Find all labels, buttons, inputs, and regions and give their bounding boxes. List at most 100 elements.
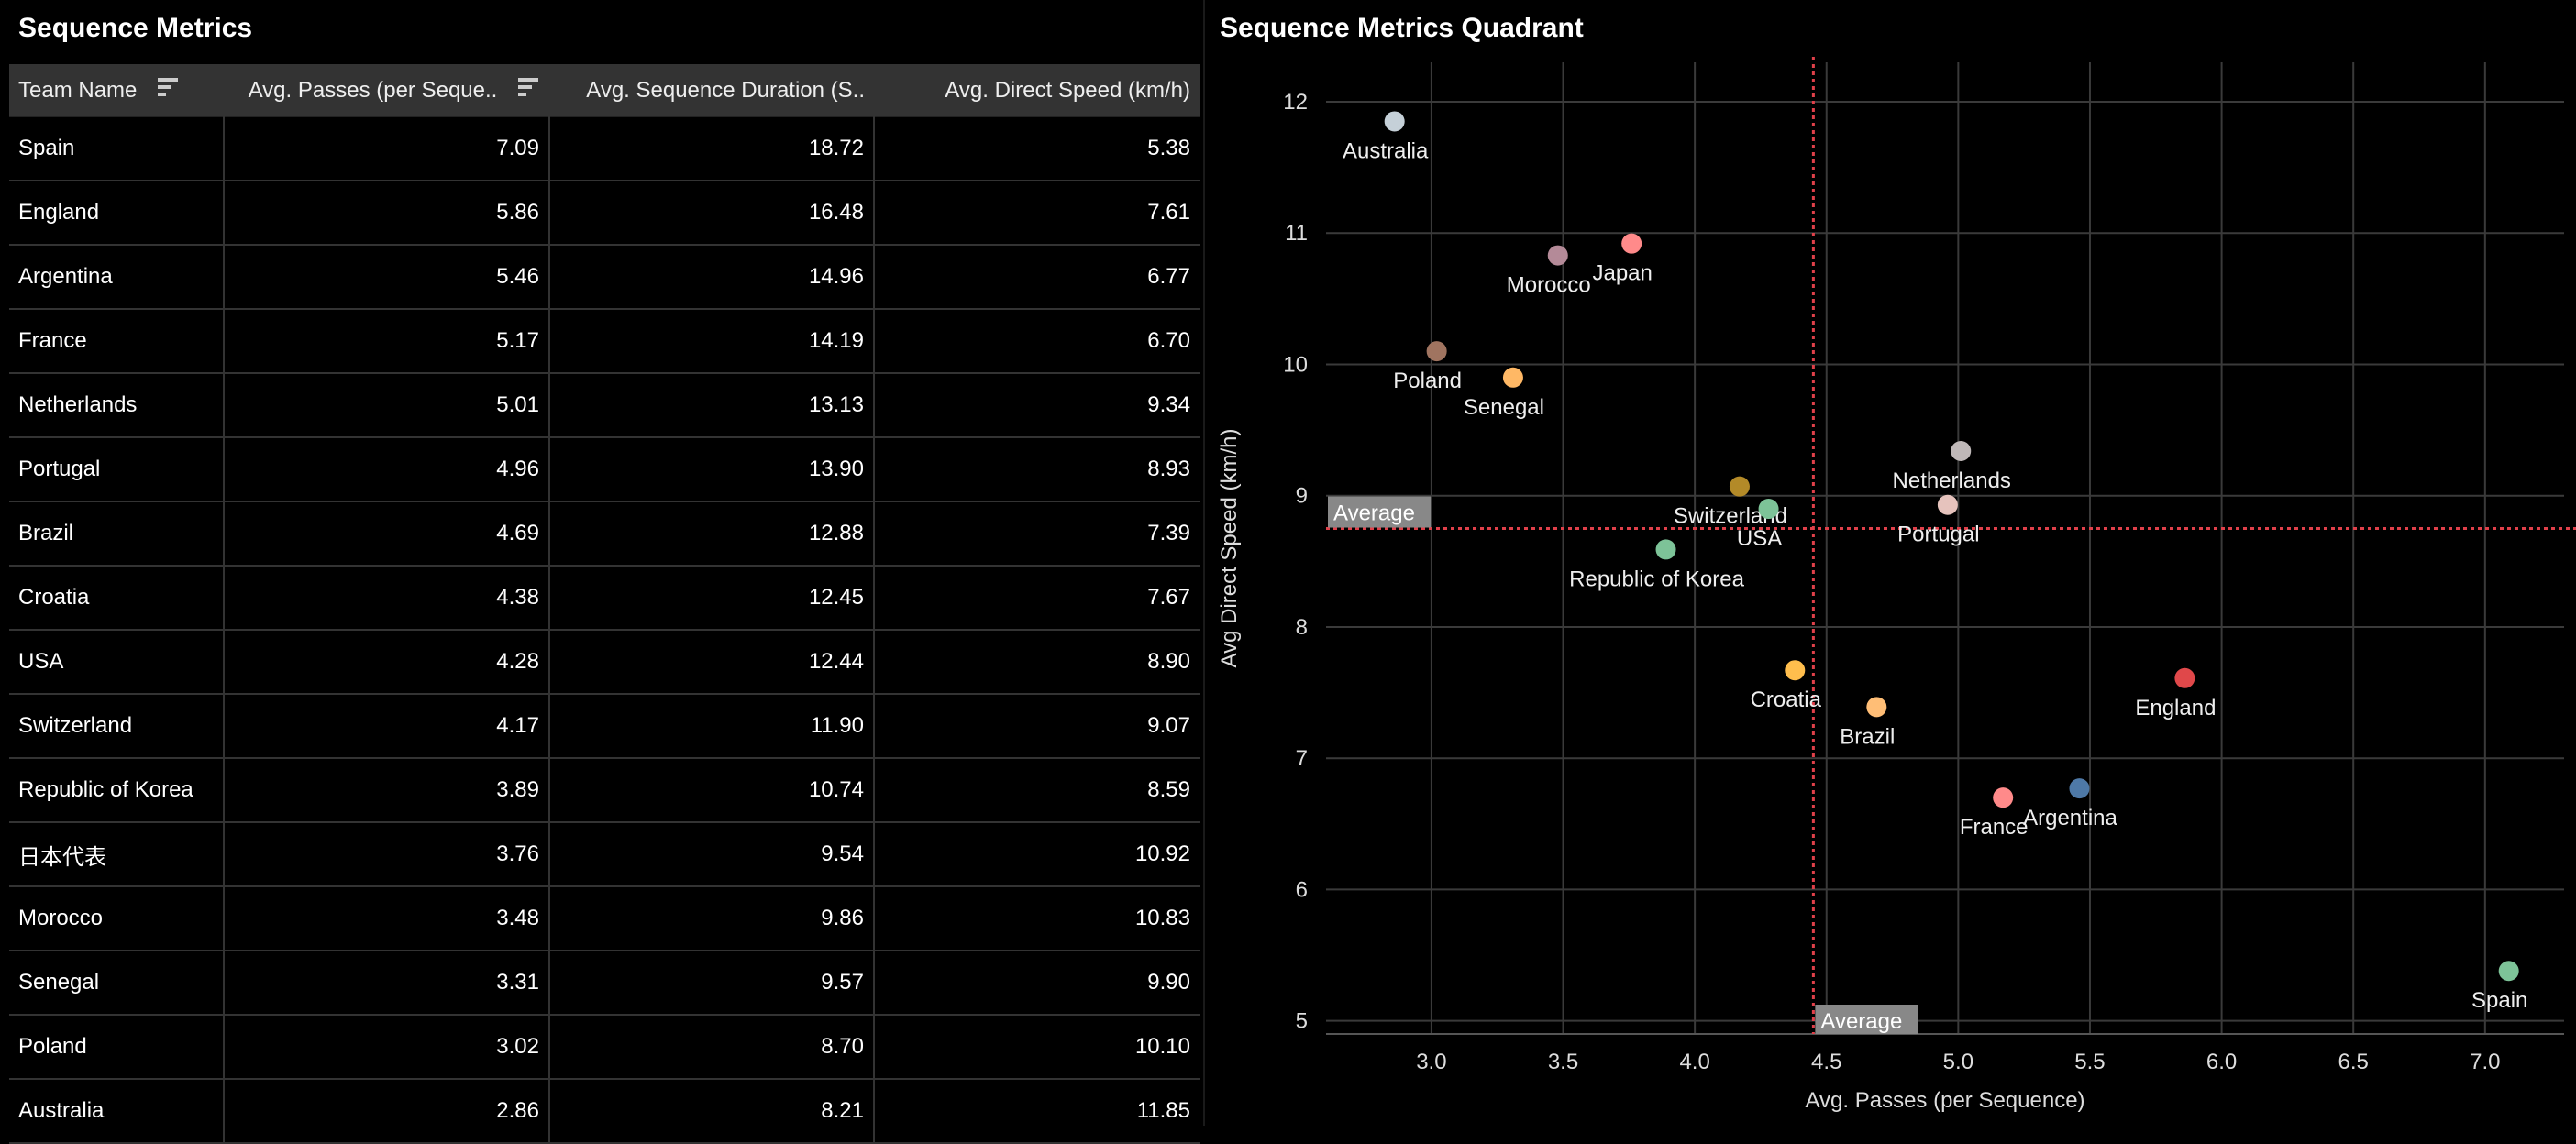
value-cell: 4.96: [223, 437, 549, 502]
column-header-avg-duration[interactable]: Avg. Sequence Duration (S..: [549, 64, 874, 117]
column-header-label: Avg. Sequence Duration (S..: [586, 77, 865, 103]
data-point-switzerland[interactable]: [1729, 476, 1750, 497]
team-name-cell: Senegal: [9, 951, 224, 1016]
point-label: England: [2135, 696, 2216, 720]
value-cell: 9.34: [873, 373, 1200, 438]
point-label: France: [1960, 815, 2029, 840]
chart-title: Sequence Metrics Quadrant: [1220, 13, 1584, 43]
value-cell: 11.85: [873, 1079, 1200, 1144]
value-cell: 7.39: [873, 501, 1200, 566]
data-point-england[interactable]: [2174, 667, 2195, 688]
data-point-spain[interactable]: [2498, 961, 2519, 982]
value-cell: 5.86: [223, 181, 549, 246]
value-cell: 9.86: [548, 886, 874, 952]
table-row[interactable]: Croatia 4.38 12.45 7.67: [9, 566, 1200, 631]
point-label: Portugal: [1897, 522, 1979, 547]
x-tick-label: 4.5: [1811, 1050, 1841, 1074]
y-tick-label: 12: [1283, 90, 1308, 115]
team-name-cell: Spain: [9, 116, 224, 182]
team-name-cell: Argentina: [9, 245, 224, 310]
value-cell: 7.61: [873, 181, 1200, 246]
x-tick-label: 7.0: [2470, 1050, 2500, 1074]
team-name-cell: Australia: [9, 1079, 224, 1144]
table-row[interactable]: Senegal 3.31 9.57 9.90: [9, 951, 1200, 1016]
value-cell: 10.74: [548, 758, 874, 823]
value-cell: 2.86: [223, 1079, 549, 1144]
table-row[interactable]: Brazil 4.69 12.88 7.39: [9, 501, 1200, 566]
data-point-france[interactable]: [1993, 787, 2014, 808]
y-tick-label: 5: [1296, 1009, 1308, 1034]
sort-icon[interactable]: [516, 76, 540, 104]
table-header-row: Team Name Avg. Passes (per Seque.. Avg. …: [9, 64, 1200, 117]
value-cell: 10.92: [873, 822, 1200, 887]
data-point-croatia[interactable]: [1785, 660, 1806, 681]
table-row[interactable]: Spain 7.09 18.72 5.38: [9, 116, 1200, 182]
team-name-cell: Netherlands: [9, 373, 224, 438]
value-cell: 12.44: [548, 630, 874, 695]
team-name-cell: England: [9, 181, 224, 246]
team-name-cell: Republic of Korea: [9, 758, 224, 823]
metrics-table: Team Name Avg. Passes (per Seque.. Avg. …: [9, 64, 1200, 1144]
data-point-brazil[interactable]: [1866, 697, 1887, 718]
team-name-cell: Portugal: [9, 437, 224, 502]
table-row[interactable]: Poland 3.02 8.70 10.10: [9, 1015, 1200, 1080]
value-cell: 12.88: [548, 501, 874, 566]
x-tick-label: 5.0: [1943, 1050, 1973, 1074]
point-label: Republic of Korea: [1569, 566, 1744, 591]
data-point-usa[interactable]: [1758, 499, 1779, 520]
table-row[interactable]: USA 4.28 12.44 8.90: [9, 630, 1200, 695]
sort-icon[interactable]: [156, 76, 180, 104]
table-row[interactable]: Portugal 4.96 13.90 8.93: [9, 437, 1200, 502]
data-point-poland[interactable]: [1426, 341, 1447, 362]
point-label: Brazil: [1840, 724, 1895, 749]
table-row[interactable]: Morocco 3.48 9.86 10.83: [9, 886, 1200, 952]
table-row[interactable]: England 5.86 16.48 7.61: [9, 181, 1200, 246]
column-header-avg-speed[interactable]: Avg. Direct Speed (km/h): [874, 64, 1200, 117]
scatter-chart: 3.0 3.5 4.0 4.5 5.0 5.5 6.0 6.5 7.0 5 6 7 8 9 10 11 12 Av…: [1217, 57, 2576, 1113]
data-point-australia[interactable]: [1384, 111, 1405, 132]
point-label: Croatia: [1751, 688, 1822, 712]
value-cell: 7.09: [223, 116, 549, 182]
value-cell: 12.45: [548, 566, 874, 631]
y-tick-label: 9: [1296, 484, 1308, 509]
data-point-japan[interactable]: [1621, 233, 1642, 254]
x-axis-label: Avg. Passes (per Sequence): [1805, 1088, 2084, 1113]
table-row[interactable]: Netherlands 5.01 13.13 9.34: [9, 373, 1200, 438]
table-row[interactable]: Australia 2.86 8.21 11.85: [9, 1079, 1200, 1144]
value-cell: 5.38: [873, 116, 1200, 182]
value-cell: 10.10: [873, 1015, 1200, 1080]
value-cell: 5.46: [223, 245, 549, 310]
table-row[interactable]: Switzerland 4.17 11.90 9.07: [9, 694, 1200, 759]
table-panel: Sequence Metrics Team Name Avg. Passes (…: [0, 0, 1201, 1144]
x-tick-label: 3.0: [1416, 1050, 1446, 1074]
value-cell: 3.48: [223, 886, 549, 952]
column-header-avg-passes[interactable]: Avg. Passes (per Seque..: [224, 64, 549, 117]
team-name-cell: France: [9, 309, 224, 374]
data-point-portugal[interactable]: [1937, 494, 1958, 515]
data-point-republic-of-korea[interactable]: [1655, 539, 1676, 560]
table-row[interactable]: France 5.17 14.19 6.70: [9, 309, 1200, 374]
table-row[interactable]: Republic of Korea 3.89 10.74 8.59: [9, 758, 1200, 823]
data-point-morocco[interactable]: [1547, 245, 1568, 266]
data-point-senegal[interactable]: [1502, 367, 1523, 388]
value-cell: 13.90: [548, 437, 874, 502]
value-cell: 7.67: [873, 566, 1200, 631]
team-name-cell: 日本代表: [9, 822, 224, 887]
value-cell: 3.02: [223, 1015, 549, 1080]
y-tick-label: 7: [1296, 746, 1308, 771]
value-cell: 6.77: [873, 245, 1200, 310]
value-cell: 5.01: [223, 373, 549, 438]
table-row[interactable]: Argentina 5.46 14.96 6.77: [9, 245, 1200, 310]
column-header-team-name[interactable]: Team Name: [9, 64, 224, 117]
point-label: Netherlands: [1893, 468, 2011, 493]
data-point-netherlands[interactable]: [1951, 441, 1972, 461]
x-tick-label: 6.5: [2338, 1050, 2369, 1074]
value-cell: 9.07: [873, 694, 1200, 759]
y-average-label: Average: [1333, 501, 1415, 526]
x-tick-label: 4.0: [1679, 1050, 1709, 1074]
table-row[interactable]: 日本代表 3.76 9.54 10.92: [9, 822, 1200, 887]
column-header-label: Team Name: [18, 77, 138, 103]
point-label: Morocco: [1507, 273, 1591, 298]
data-point-argentina[interactable]: [2069, 778, 2090, 799]
y-tick-label: 10: [1283, 352, 1308, 377]
